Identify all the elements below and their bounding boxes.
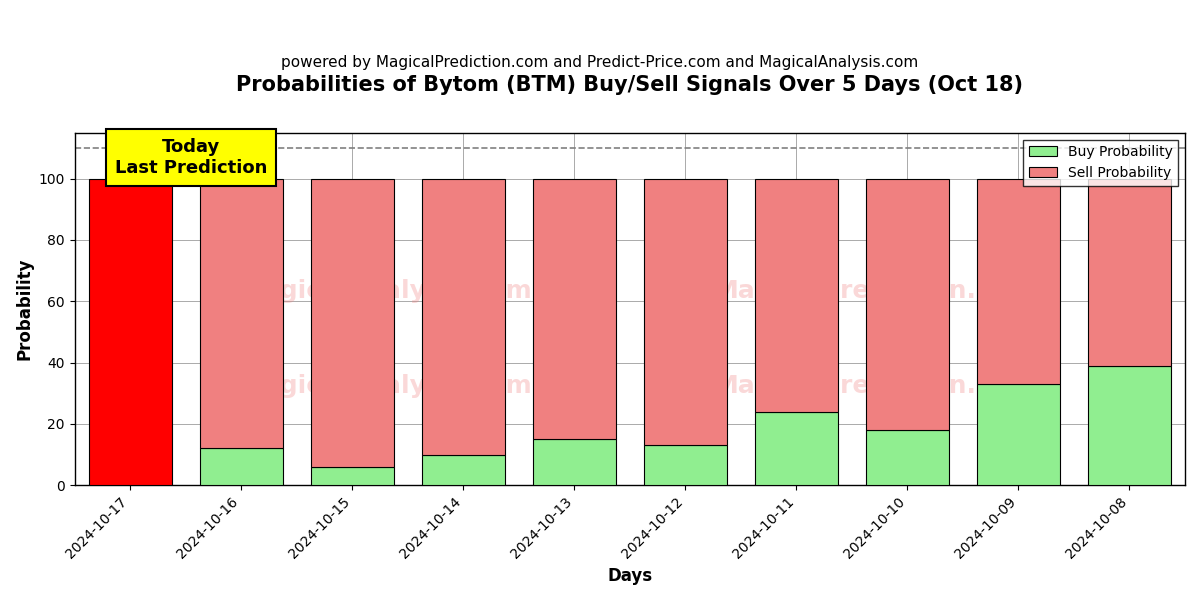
Text: Today
Last Prediction: Today Last Prediction (115, 138, 268, 176)
Bar (643, 445, 727, 485)
Text: MagicalPrediction.com: MagicalPrediction.com (714, 279, 1034, 303)
Bar (977, 384, 1060, 485)
Bar (311, 179, 394, 467)
Text: MagicalAnalysis.com: MagicalAnalysis.com (239, 279, 533, 303)
Bar (311, 467, 394, 485)
Bar (865, 430, 949, 485)
Bar (865, 179, 949, 430)
Bar (977, 179, 1060, 384)
Text: powered by MagicalPrediction.com and Predict-Price.com and MagicalAnalysis.com: powered by MagicalPrediction.com and Pre… (281, 55, 919, 70)
Bar (533, 439, 616, 485)
Bar (755, 412, 838, 485)
Bar (421, 179, 505, 455)
Bar (1088, 179, 1171, 365)
Text: MagicalPrediction.com: MagicalPrediction.com (714, 374, 1034, 398)
Y-axis label: Probability: Probability (16, 257, 34, 360)
Legend: Buy Probability, Sell Probability: Buy Probability, Sell Probability (1024, 140, 1178, 185)
Bar (89, 179, 172, 485)
Text: MagicalAnalysis.com: MagicalAnalysis.com (239, 374, 533, 398)
Bar (199, 448, 283, 485)
Bar (1088, 365, 1171, 485)
Bar (643, 179, 727, 445)
Bar (755, 179, 838, 412)
X-axis label: Days: Days (607, 567, 653, 585)
Bar (533, 179, 616, 439)
Title: Probabilities of Bytom (BTM) Buy/Sell Signals Over 5 Days (Oct 18): Probabilities of Bytom (BTM) Buy/Sell Si… (236, 75, 1024, 95)
Bar (421, 455, 505, 485)
Bar (199, 179, 283, 448)
